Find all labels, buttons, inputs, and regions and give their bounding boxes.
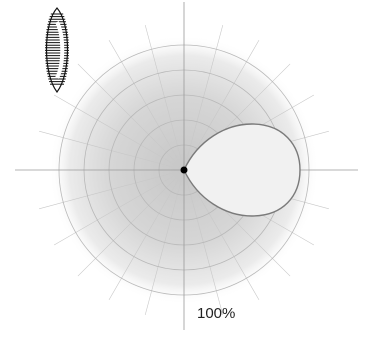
origin-point — [180, 166, 188, 174]
lamp-icon — [45, 7, 69, 93]
light-distribution-lobe — [183, 123, 301, 217]
scale-label: 100% — [197, 305, 235, 322]
